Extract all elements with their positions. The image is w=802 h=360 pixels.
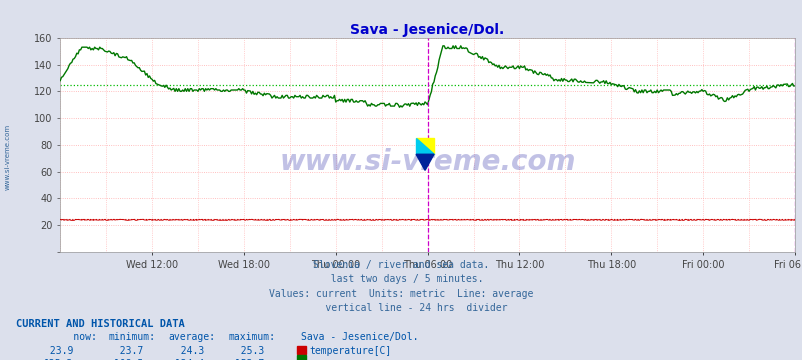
Text: last two days / 5 minutes.: last two days / 5 minutes. bbox=[319, 274, 483, 284]
Text: Values: current  Units: metric  Line: average: Values: current Units: metric Line: aver… bbox=[269, 289, 533, 299]
Text: 108.5: 108.5 bbox=[108, 359, 144, 360]
Text: www.si-vreme.com: www.si-vreme.com bbox=[279, 148, 575, 176]
Text: 23.9: 23.9 bbox=[44, 346, 74, 356]
Title: Sava - Jesenice/Dol.: Sava - Jesenice/Dol. bbox=[350, 23, 504, 37]
Text: Slovenia / river and sea data.: Slovenia / river and sea data. bbox=[313, 260, 489, 270]
Text: average:: average: bbox=[168, 332, 216, 342]
Polygon shape bbox=[415, 138, 433, 154]
Text: flow[m3/s]: flow[m3/s] bbox=[309, 359, 367, 360]
Text: 25.3: 25.3 bbox=[229, 346, 264, 356]
Text: Sava - Jesenice/Dol.: Sava - Jesenice/Dol. bbox=[301, 332, 418, 342]
Text: www.si-vreme.com: www.si-vreme.com bbox=[5, 123, 11, 190]
Text: 153.7: 153.7 bbox=[229, 359, 264, 360]
Text: 24.3: 24.3 bbox=[168, 346, 204, 356]
Text: maximum:: maximum: bbox=[229, 332, 276, 342]
Text: temperature[C]: temperature[C] bbox=[309, 346, 391, 356]
Text: now:: now: bbox=[44, 332, 97, 342]
Polygon shape bbox=[415, 138, 433, 154]
Text: 125.3: 125.3 bbox=[44, 359, 74, 360]
Text: 124.4: 124.4 bbox=[168, 359, 204, 360]
Text: 23.7: 23.7 bbox=[108, 346, 144, 356]
Text: vertical line - 24 hrs  divider: vertical line - 24 hrs divider bbox=[295, 303, 507, 313]
Text: minimum:: minimum: bbox=[108, 332, 156, 342]
Polygon shape bbox=[415, 154, 433, 170]
Text: CURRENT AND HISTORICAL DATA: CURRENT AND HISTORICAL DATA bbox=[16, 319, 184, 329]
